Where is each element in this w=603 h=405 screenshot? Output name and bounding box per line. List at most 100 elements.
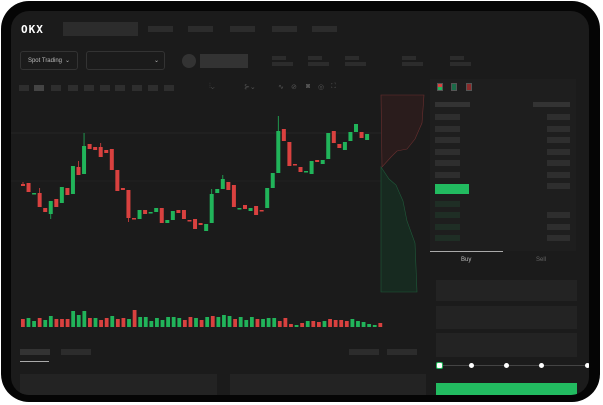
tab-open-orders[interactable] bbox=[20, 349, 50, 355]
volume-bar bbox=[99, 320, 103, 327]
ruler-icon[interactable]: ⊘ bbox=[291, 84, 297, 91]
last-price bbox=[435, 184, 469, 194]
candle-body bbox=[309, 161, 314, 174]
volume-bar bbox=[121, 318, 126, 327]
stat-label bbox=[402, 56, 416, 60]
volume-bar bbox=[356, 321, 360, 327]
volume-bar bbox=[300, 323, 305, 327]
okx-logo[interactable]: OKX bbox=[21, 23, 44, 36]
camera-icon[interactable]: ◙ bbox=[306, 83, 311, 90]
amount-input[interactable] bbox=[436, 306, 577, 329]
candle-body bbox=[276, 131, 281, 173]
volume-bar bbox=[132, 310, 137, 327]
buy-button[interactable] bbox=[436, 383, 577, 395]
slider-step-25[interactable] bbox=[469, 363, 474, 368]
volume-bar bbox=[266, 318, 271, 327]
volume-bar bbox=[289, 324, 293, 327]
nav-item[interactable] bbox=[230, 26, 255, 32]
filter-button[interactable] bbox=[387, 349, 417, 355]
volume-bar bbox=[244, 320, 249, 327]
candle-body bbox=[281, 129, 286, 141]
timeframe-button[interactable] bbox=[115, 85, 125, 91]
candle-body bbox=[254, 206, 259, 215]
candle-body bbox=[248, 208, 253, 211]
volume-bar bbox=[277, 321, 282, 327]
pair-dropdown[interactable]: ⌄ bbox=[86, 51, 165, 70]
volume-bar bbox=[350, 319, 355, 327]
stat-value bbox=[450, 62, 471, 66]
timeframe-button[interactable] bbox=[68, 85, 78, 91]
timeframe-button[interactable] bbox=[84, 85, 94, 91]
tab-sell[interactable]: Sell bbox=[536, 257, 547, 263]
tab-buy[interactable]: Buy bbox=[461, 257, 472, 263]
candle-body bbox=[243, 205, 247, 209]
volume-bar bbox=[127, 319, 131, 327]
candle-body bbox=[143, 210, 148, 214]
timeframe-button[interactable] bbox=[19, 85, 29, 91]
ask-price bbox=[435, 160, 460, 166]
candle-body bbox=[198, 223, 203, 225]
candle-body bbox=[187, 220, 192, 222]
candle-body bbox=[320, 160, 325, 164]
timeframe-button[interactable] bbox=[51, 85, 61, 91]
orderbook-asks-icon[interactable] bbox=[466, 83, 472, 91]
orderbook-both-icon[interactable] bbox=[437, 83, 443, 91]
tab-order-history[interactable] bbox=[61, 349, 91, 355]
orderbook-bids-icon[interactable] bbox=[451, 83, 457, 91]
price-input[interactable] bbox=[436, 280, 577, 301]
volume-bar bbox=[71, 311, 76, 327]
ask-amount bbox=[547, 149, 570, 155]
timeframe-button[interactable] bbox=[164, 85, 174, 91]
fullscreen-icon[interactable]: ⛶ bbox=[331, 83, 336, 90]
slider-step-50[interactable] bbox=[504, 363, 509, 368]
filter-button[interactable] bbox=[349, 349, 379, 355]
candle-body bbox=[326, 133, 331, 159]
candle-body bbox=[298, 167, 303, 172]
timeframe-button[interactable] bbox=[132, 85, 142, 91]
amount-slider-track[interactable] bbox=[439, 365, 587, 366]
indicator-icon[interactable]: ⊱⌄ bbox=[244, 84, 256, 91]
orders-panel bbox=[20, 374, 217, 395]
candle-body bbox=[270, 173, 275, 188]
search-bar[interactable] bbox=[63, 22, 138, 36]
settings-icon[interactable]: ◎ bbox=[318, 84, 325, 91]
candlestick-chart[interactable] bbox=[11, 11, 589, 395]
ask-amount bbox=[547, 172, 570, 178]
line-tool-icon[interactable]: ∿ bbox=[278, 84, 284, 91]
timeframe-button-active[interactable] bbox=[34, 85, 44, 91]
volume-bar bbox=[160, 320, 165, 327]
volume-bar bbox=[361, 322, 366, 327]
volume-bar bbox=[339, 320, 344, 327]
spot-trading-button[interactable]: Spot Trading ⌄ bbox=[20, 51, 78, 70]
volume-bar bbox=[316, 322, 321, 327]
volume-bar bbox=[344, 321, 349, 327]
candle-body bbox=[226, 182, 231, 190]
candle-type-icon[interactable]: ⫶⌄ bbox=[209, 83, 215, 90]
pair-name-placeholder bbox=[200, 54, 248, 68]
depth-bids-area bbox=[380, 166, 418, 293]
candle-body bbox=[26, 183, 31, 192]
candle-body bbox=[165, 220, 170, 223]
candle-body bbox=[181, 210, 186, 219]
slider-step-75[interactable] bbox=[539, 363, 544, 368]
timeframe-button[interactable] bbox=[100, 85, 110, 91]
slider-step-100[interactable] bbox=[585, 363, 589, 368]
amount-slider-handle[interactable] bbox=[436, 362, 443, 369]
volume-bar bbox=[115, 319, 120, 327]
volume-bar bbox=[367, 324, 372, 327]
volume-bar bbox=[333, 320, 338, 327]
coin-avatar bbox=[182, 54, 196, 68]
total-input[interactable] bbox=[436, 333, 577, 357]
candle-body bbox=[265, 188, 270, 208]
ask-amount bbox=[547, 160, 570, 166]
nav-item[interactable] bbox=[188, 26, 213, 32]
nav-item[interactable] bbox=[148, 26, 173, 32]
candle-body bbox=[315, 160, 320, 162]
timeframe-button[interactable] bbox=[148, 85, 158, 91]
nav-item[interactable] bbox=[272, 26, 297, 32]
volume-bar bbox=[261, 319, 265, 327]
volume-bar bbox=[138, 317, 143, 327]
volume-bar bbox=[166, 317, 170, 327]
volume-bar bbox=[283, 318, 288, 327]
nav-item[interactable] bbox=[312, 26, 337, 32]
